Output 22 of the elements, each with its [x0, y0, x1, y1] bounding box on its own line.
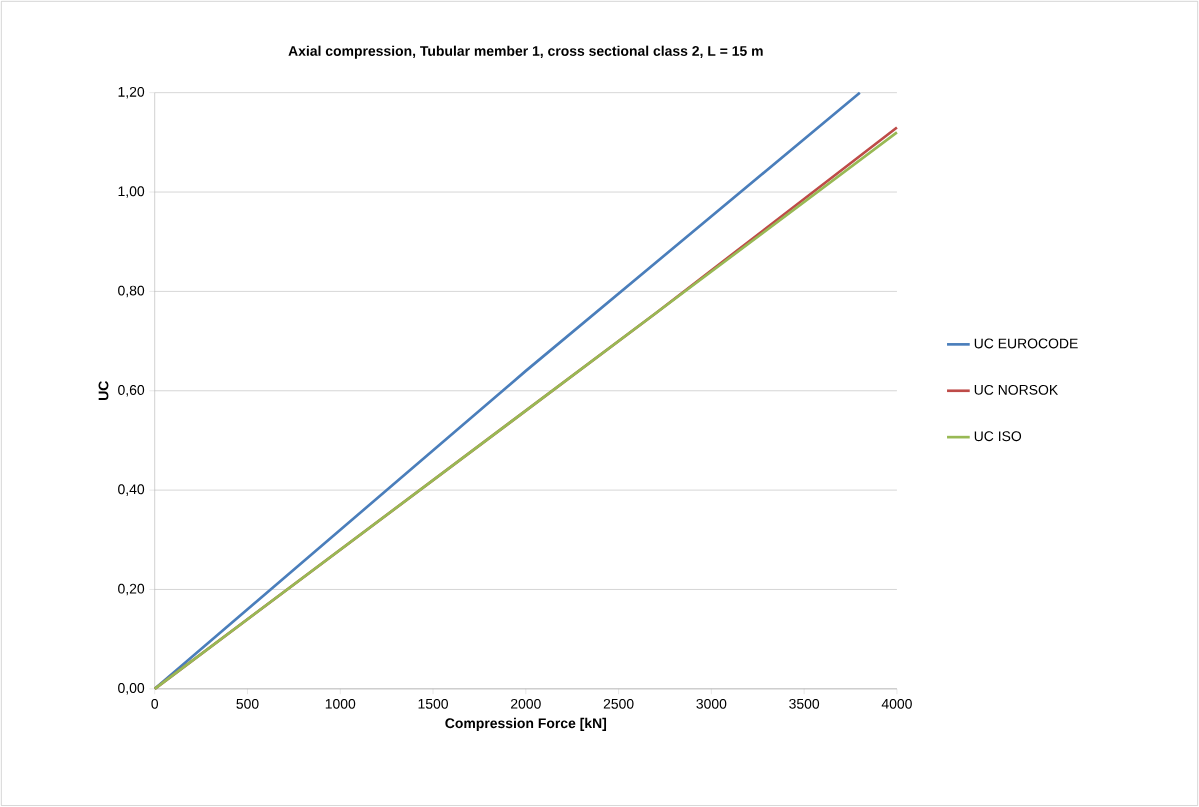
- x-tick-label: 4000: [881, 698, 912, 709]
- y-tick-label: 1,00: [118, 186, 145, 198]
- legend-label: UC ISO: [974, 431, 1022, 442]
- x-tick-label: 1000: [325, 698, 356, 709]
- y-axis-title: UC: [98, 381, 109, 401]
- y-tick-label: 0,80: [118, 285, 145, 298]
- x-tick-label: 2000: [511, 698, 541, 709]
- x-tick-label: 3000: [696, 698, 727, 709]
- x-tick-label: 500: [236, 698, 259, 709]
- y-tick-label: 1,20: [118, 86, 145, 99]
- y-tick-label: 0,40: [118, 484, 145, 496]
- legend-label: UC NORSOK: [974, 384, 1059, 395]
- x-tick-label: 2500: [603, 698, 634, 709]
- x-tick-label: 3500: [789, 698, 820, 709]
- x-axis-title: Compression Force [kN]: [445, 717, 607, 731]
- x-tick-label: 0: [151, 698, 159, 709]
- y-tick-label: 0,00: [118, 683, 145, 695]
- legend-label: UC EUROCODE: [974, 338, 1078, 349]
- y-tick-label: 0,20: [118, 583, 145, 596]
- chart-title: Axial compression, Tubular member 1, cross sectional class 2, L = 15 m: [288, 45, 763, 59]
- x-tick-label: 1500: [418, 698, 449, 709]
- y-tick-label: 0,60: [118, 385, 145, 397]
